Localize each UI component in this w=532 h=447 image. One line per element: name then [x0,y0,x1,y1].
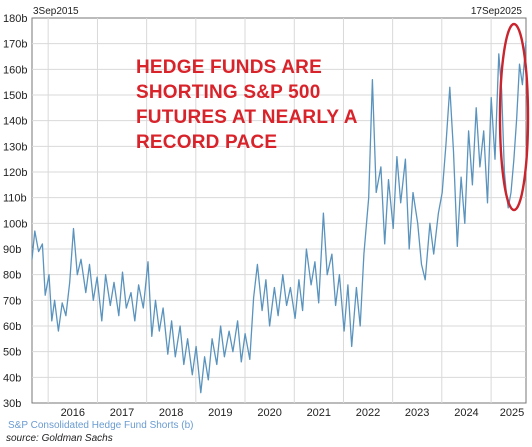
series-caption: S&P Consolidated Hedge Fund Shorts (b) [8,420,194,431]
y-tick-label: 130b [3,141,27,153]
end-date-label: 17Sep2025 [471,6,523,17]
source-note: source: Goldman Sachs [6,433,113,444]
y-tick-label: 160b [3,64,27,76]
x-tick-label: 2018 [159,407,183,419]
y-tick-label: 120b [3,167,27,179]
y-tick-label: 150b [3,90,27,102]
y-tick-label: 100b [3,218,27,230]
y-tick-label: 180b [3,13,27,25]
x-tick-label: 2017 [110,407,134,419]
y-tick-label: 50b [3,347,21,359]
highlight-ellipse [498,22,530,212]
y-tick-label: 110b [3,193,27,205]
x-tick-label: 2020 [257,407,281,419]
x-axis: 2016 2017 2018 2019 2020 2021 2022 2023 2024 2025 [61,407,525,419]
x-tick-label: 2022 [356,407,380,419]
headline-annotation: HEDGE FUNDS ARE SHORTING S&P 500 FUTURES… [136,55,376,155]
y-tick-label: 90b [3,244,21,256]
y-tick-label: 60b [3,321,21,333]
headline-line: HEDGE FUNDS ARE [136,57,322,78]
start-date-label: 3Sep2015 [33,6,79,17]
y-axis: 30b 40b 50b 60b 70b 80b 90b 100b 110b 120b 130b 140… [3,13,27,410]
x-tick-label: 2016 [61,407,85,419]
x-tick-label: 2025 [500,407,524,419]
headline-line: FUTURES AT NEARLY A [136,107,358,128]
plot-area [31,17,527,404]
x-tick-label: 2019 [208,407,232,419]
y-tick-label: 70b [3,295,21,307]
series-layer [31,41,527,394]
y-tick-label: 140b [3,116,27,128]
headline-line: RECORD PACE [136,132,278,153]
y-tick-label: 30b [3,398,21,410]
y-tick-label: 170b [3,39,27,51]
x-tick-label: 2024 [454,407,478,419]
headline-line: SHORTING S&P 500 [136,82,321,103]
y-tick-label: 80b [3,270,21,282]
y-tick-label: 40b [3,372,21,384]
grid [32,18,526,403]
x-tick-label: 2023 [405,407,429,419]
series-line [31,41,527,394]
x-tick-label: 2021 [307,407,331,419]
